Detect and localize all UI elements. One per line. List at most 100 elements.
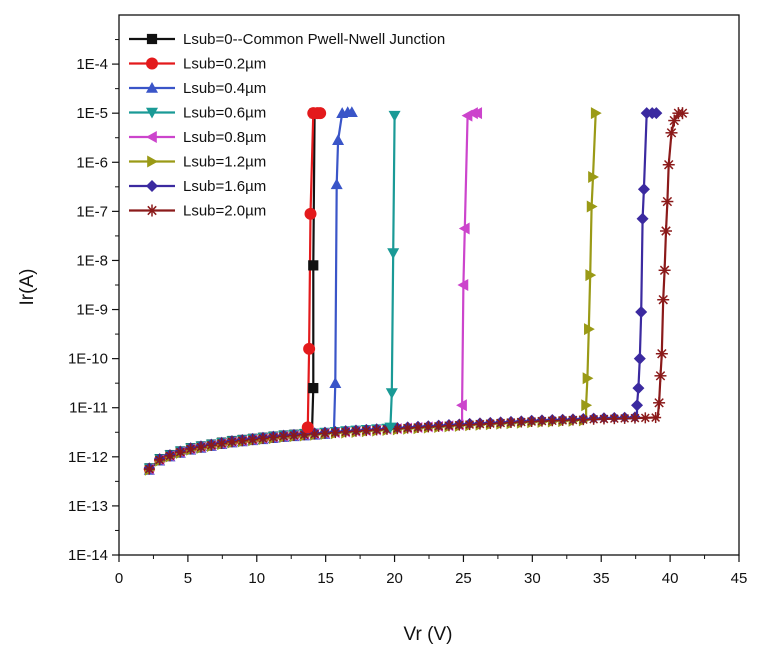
asterisk-stroke (655, 371, 666, 381)
marker-asterisk (676, 107, 689, 120)
asterisk-stroke (423, 422, 433, 432)
marker-diamond (146, 180, 158, 192)
asterisk-stroke (657, 348, 667, 359)
asterisk-stroke (413, 423, 423, 432)
legend-item: Lsub=0.8µm (129, 129, 266, 146)
x-tick-label: 25 (455, 570, 472, 587)
marker-asterisk (195, 441, 207, 453)
marker-asterisk (329, 427, 341, 439)
legend: Lsub=0--Common Pwell-Nwell Junction Lsub=… (129, 31, 445, 220)
marker-triangle-right (581, 399, 593, 412)
asterisk-stroke (669, 115, 679, 126)
legend-label: Lsub=0.2µm (183, 56, 266, 73)
legend-label: Lsub=0--Common Pwell-Nwell Junction (183, 31, 445, 48)
legend-label: Lsub=0.4µm (183, 80, 266, 97)
legend-label: Lsub=0.6µm (183, 105, 266, 122)
marker-triangle-up (330, 178, 343, 190)
x-tick-label: 10 (248, 570, 265, 587)
x-tick-label: 15 (317, 570, 334, 587)
asterisk-stroke (227, 437, 237, 447)
marker-triangle-right (582, 372, 594, 385)
marker-triangle-left (471, 107, 483, 120)
asterisk-stroke (454, 420, 464, 430)
marker-asterisk (205, 439, 217, 451)
marker-asterisk (567, 414, 579, 426)
y-axis-title: Ir(A) (17, 269, 38, 306)
marker-asterisk (319, 427, 331, 439)
marker-asterisk (453, 419, 465, 431)
asterisk-stroke (206, 440, 216, 450)
marker-asterisk (536, 415, 548, 427)
asterisk-stroke (578, 415, 588, 425)
legend-item: Lsub=1.6µm (129, 178, 266, 195)
marker-asterisk (662, 158, 675, 171)
legend-label: Lsub=0.8µm (183, 129, 266, 146)
marker-triangle-left (457, 279, 469, 291)
asterisk-stroke (506, 418, 516, 427)
marker-triangle-up (345, 106, 358, 117)
asterisk-stroke (661, 226, 671, 236)
marker-asterisk (216, 437, 228, 449)
asterisk-stroke (155, 455, 165, 465)
asterisk-stroke (330, 428, 340, 437)
marker-triangle-down (146, 107, 158, 119)
asterisk-stroke (496, 418, 506, 428)
asterisk-stroke (361, 426, 371, 435)
x-axis-title: Vr (V) (404, 624, 453, 645)
marker-asterisk (309, 428, 321, 440)
marker-asterisk (650, 412, 662, 424)
marker-asterisk (143, 463, 155, 475)
marker-asterisk (464, 419, 476, 431)
marker-asterisk (298, 429, 310, 441)
asterisk-stroke (599, 414, 609, 424)
marker-diamond (631, 399, 644, 412)
marker-asterisk (267, 431, 279, 443)
asterisk-stroke (372, 425, 382, 435)
marker-asterisk (658, 264, 671, 277)
asterisk-stroke (630, 413, 640, 423)
marker-asterisk (619, 412, 631, 424)
marker-triangle-right (584, 323, 595, 336)
x-tick-label: 0 (115, 570, 123, 587)
asterisk-stroke (392, 424, 402, 434)
asterisk-stroke (677, 108, 688, 118)
asterisk-stroke (527, 417, 537, 426)
marker-square (146, 33, 158, 45)
asterisk-stroke (144, 464, 154, 474)
plot-area (119, 15, 739, 555)
asterisk-stroke (485, 419, 495, 428)
marker-triangle-left (456, 399, 467, 412)
marker-diamond (632, 382, 645, 395)
marker-asterisk (391, 423, 403, 435)
legend-label: Lsub=1.6µm (183, 178, 266, 195)
marker-asterisk (577, 414, 589, 426)
marker-asterisk (371, 424, 383, 436)
marker-asterisk (412, 422, 424, 434)
x-tick-label: 5 (184, 570, 192, 587)
marker-asterisk (257, 432, 269, 444)
marker-asterisk (657, 293, 670, 306)
asterisk-stroke (651, 413, 661, 422)
asterisk-stroke (664, 159, 674, 170)
marker-triangle-right (590, 107, 602, 120)
marker-square (308, 260, 319, 271)
marker-asterisk (661, 195, 674, 208)
asterisk-stroke (279, 431, 289, 441)
asterisk-stroke (403, 423, 413, 433)
marker-asterisk (546, 415, 558, 427)
marker-triangle-down (388, 110, 401, 122)
marker-asterisk (185, 443, 197, 455)
asterisk-stroke (268, 432, 278, 442)
asterisk-stroke (217, 439, 227, 448)
marker-triangle-up (332, 134, 345, 145)
marker-triangle-right (585, 269, 597, 282)
marker-asterisk (226, 436, 238, 448)
marker-triangle-left (458, 222, 470, 235)
marker-circle (146, 57, 158, 70)
marker-asterisk (526, 416, 538, 428)
y-tick-label: 1E-5 (76, 105, 108, 122)
asterisk-stroke (658, 294, 668, 305)
x-tick-label: 40 (662, 570, 679, 587)
asterisk-stroke (186, 444, 196, 454)
